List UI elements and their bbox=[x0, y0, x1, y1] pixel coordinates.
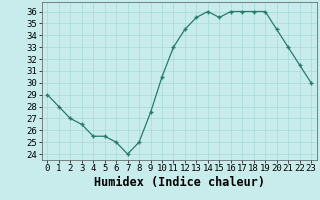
X-axis label: Humidex (Indice chaleur): Humidex (Indice chaleur) bbox=[94, 176, 265, 189]
